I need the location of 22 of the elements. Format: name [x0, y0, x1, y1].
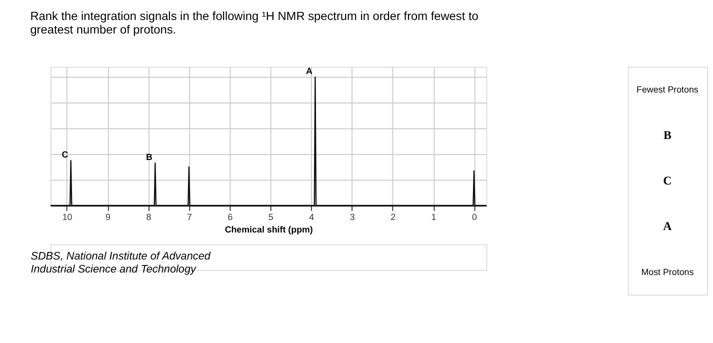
- x-axis-title: Chemical shift (ppm): [224, 224, 313, 235]
- x-tick-label: 6: [228, 212, 233, 222]
- annotation: C: [62, 150, 69, 160]
- x-tick-label: 9: [106, 212, 111, 222]
- x-tick-label: 10: [62, 212, 72, 222]
- x-tick-label: 2: [390, 212, 396, 222]
- x-tick-label: 8: [146, 212, 152, 222]
- x-tick-label: 4: [309, 212, 314, 222]
- text: Fewest Protons: [636, 84, 699, 95]
- annotation: A: [306, 66, 314, 76]
- chart-title: Rank the integration signals in the following ¹H NMR spectrum in order from fewest to greatest number of protons.: [30, 8, 479, 37]
- text: C: [663, 174, 672, 188]
- x-tick-label: 7: [186, 212, 192, 222]
- text: SDBS, National Institute of Advanced Industrial Science and Technology: [30, 250, 212, 276]
- text: B: [663, 128, 672, 142]
- x-tick-label: 3: [350, 212, 355, 222]
- annotation: B: [146, 152, 153, 162]
- text: Most Protons: [641, 266, 694, 277]
- x-tick-label: 0: [472, 212, 478, 222]
- text: A: [663, 219, 672, 234]
- x-tick-label: 1: [431, 212, 436, 222]
- x-tick-label: 5: [268, 212, 274, 222]
